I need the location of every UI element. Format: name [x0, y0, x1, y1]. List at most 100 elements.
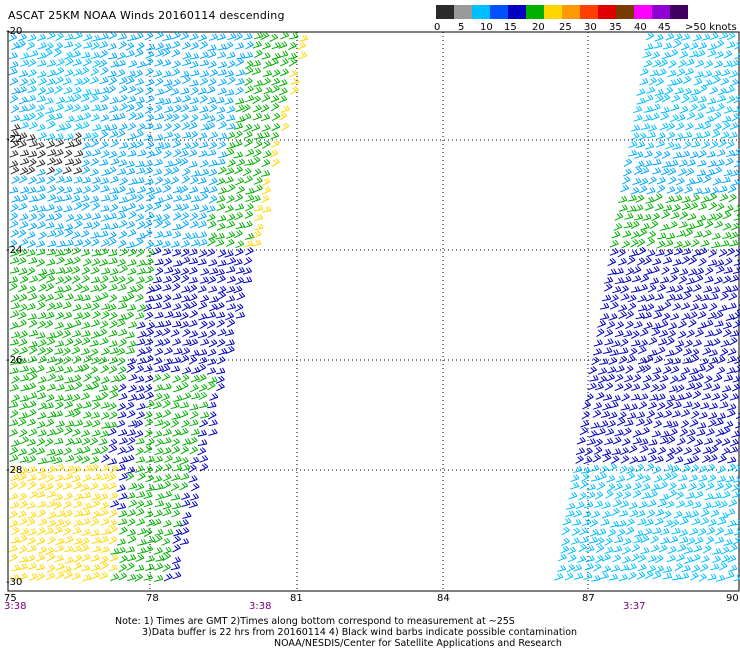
wind-barb [728, 292, 738, 301]
wind-barb [226, 123, 236, 130]
wind-barb [226, 231, 236, 239]
wind-barb [653, 41, 663, 49]
wind-barb [162, 409, 172, 418]
wind-barb [696, 428, 706, 437]
wind-barb [99, 130, 109, 140]
wind-barb [116, 112, 126, 121]
wind-barb [588, 536, 598, 544]
wind-barb [134, 69, 143, 78]
wind-barb [655, 249, 665, 257]
wind-barb [126, 492, 136, 500]
wind-barb [181, 167, 191, 177]
wind-barb [145, 57, 154, 67]
wind-barb [715, 39, 725, 49]
wind-barb [686, 329, 695, 338]
wind-barb [117, 239, 127, 249]
wind-barb [607, 268, 617, 276]
wind-barb [644, 203, 654, 211]
wind-barb [675, 122, 685, 131]
wind-barb [64, 103, 74, 112]
wind-barb [224, 70, 235, 78]
wind-barb [28, 121, 38, 130]
wind-barb [691, 517, 701, 526]
wind-barb [26, 554, 36, 563]
wind-barb [109, 320, 118, 329]
wind-barb [718, 185, 728, 193]
wind-barb [637, 455, 647, 463]
legend-label-5: 5 [458, 22, 465, 33]
wind-barb [705, 428, 715, 436]
wind-barb [226, 275, 236, 284]
wind-barb [136, 402, 146, 410]
wind-barb [209, 303, 218, 312]
wind-barb [9, 367, 19, 374]
wind-barb [650, 112, 660, 121]
wind-barb [683, 348, 692, 356]
wind-barb [46, 302, 56, 311]
wind-barb [712, 492, 722, 500]
wind-barb [91, 34, 101, 42]
wind-barb [8, 544, 18, 553]
wind-barb [19, 78, 29, 87]
wind-barb [63, 275, 72, 284]
wind-barb [215, 96, 225, 104]
wind-barb [162, 34, 172, 41]
wind-barb [245, 94, 255, 103]
wind-barb [716, 355, 726, 364]
wind-barb [144, 429, 153, 438]
wind-barb [655, 94, 664, 104]
wind-barb [27, 511, 37, 519]
wind-barb [614, 373, 624, 382]
wind-barb [107, 473, 117, 482]
wind-barb [566, 564, 576, 573]
wind-barb [271, 77, 281, 86]
wind-barb [705, 482, 715, 491]
wind-barb [619, 500, 629, 508]
wind-barb [597, 472, 607, 481]
wind-barb [190, 349, 200, 357]
wind-barb [206, 121, 216, 131]
wind-barb [606, 474, 616, 483]
wind-barb [669, 471, 678, 481]
wind-barb [162, 519, 172, 528]
wind-barb [674, 562, 683, 572]
wind-barb [27, 150, 38, 158]
wind-barb [694, 438, 703, 447]
wind-barb [261, 124, 271, 132]
time-label-1: 3:38 [4, 601, 27, 612]
wind-barb [245, 187, 255, 195]
wind-barb [116, 347, 126, 356]
wind-barb [143, 133, 153, 141]
wind-barb [730, 178, 740, 186]
wind-barb [645, 31, 655, 41]
wind-barb [164, 105, 174, 113]
wind-barb [620, 403, 631, 411]
wind-barb [126, 429, 136, 437]
wind-barb [679, 572, 690, 580]
wind-barb [694, 490, 704, 499]
wind-barb [119, 177, 128, 186]
wind-barb [654, 33, 664, 42]
wind-barb [697, 202, 708, 211]
wind-barb [143, 303, 153, 312]
wind-barb [260, 31, 270, 41]
wind-barb [20, 384, 30, 392]
wind-barb [189, 203, 200, 211]
wind-barb [632, 429, 642, 438]
wind-barb [53, 456, 63, 465]
wind-barb [182, 338, 192, 346]
wind-barb [27, 58, 37, 68]
wind-barb [64, 545, 74, 553]
wind-barb [27, 528, 37, 536]
wind-barb [642, 364, 652, 373]
wind-barb [727, 185, 737, 194]
wind-barb [607, 366, 617, 374]
wind-barb [47, 193, 57, 202]
wind-barb [682, 357, 692, 364]
wind-barb [599, 302, 610, 310]
wind-barb [632, 482, 642, 491]
wind-barb [630, 393, 641, 401]
wind-barb [173, 157, 182, 166]
lon-label-81: 81 [290, 593, 303, 604]
wind-barb [64, 69, 74, 77]
